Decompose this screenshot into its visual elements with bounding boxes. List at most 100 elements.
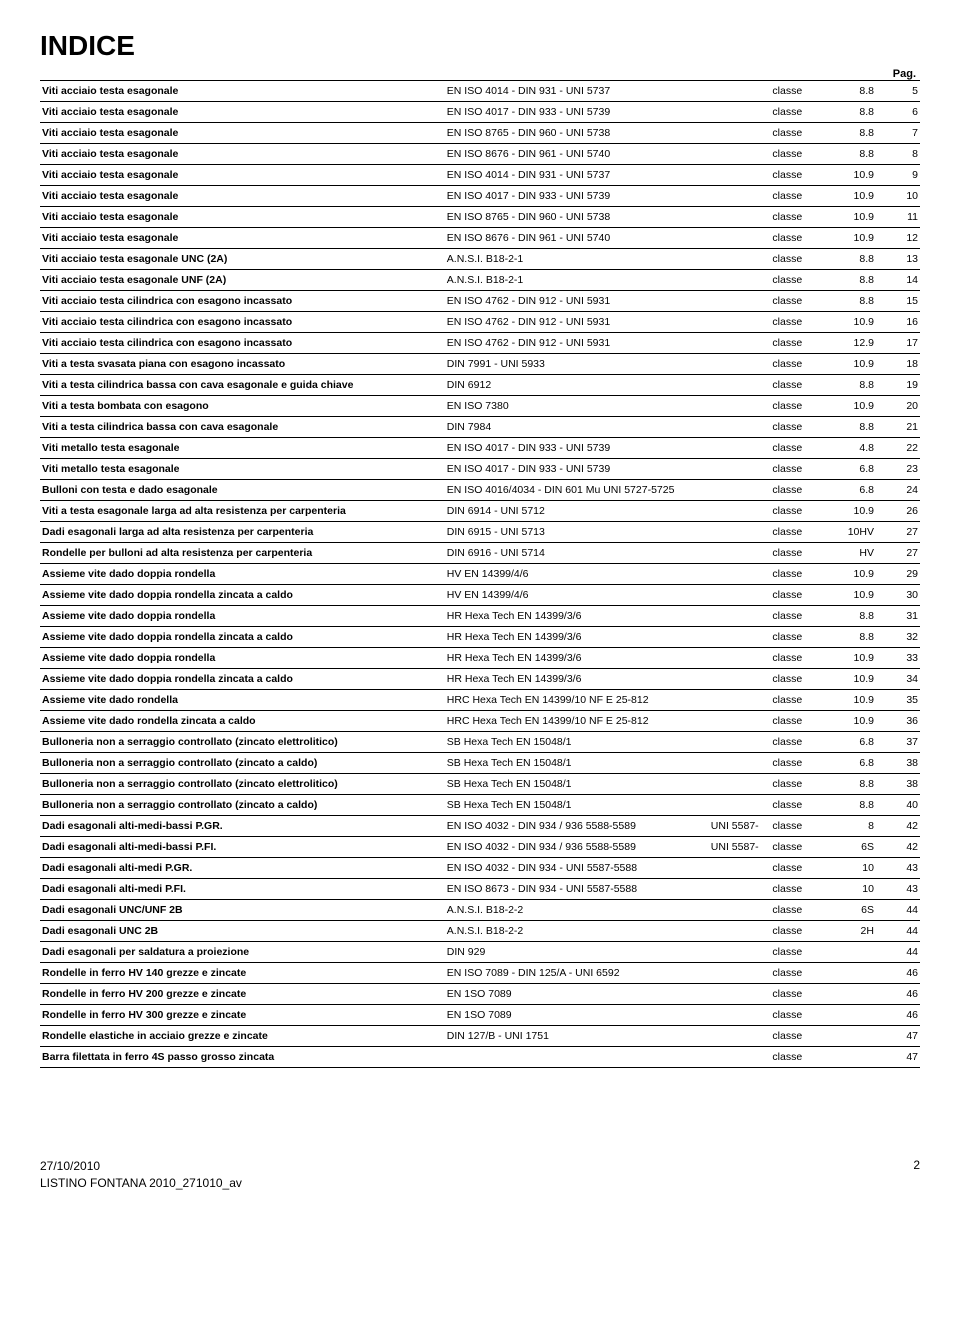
cell-classe-value: 10HV (823, 522, 876, 543)
cell-page: 36 (876, 711, 920, 732)
cell-classe-value: 8.8 (823, 102, 876, 123)
cell-uni (709, 207, 771, 228)
cell-classe-value: 10.9 (823, 669, 876, 690)
cell-uni (709, 522, 771, 543)
cell-classe-label: classe (770, 1047, 823, 1068)
cell-classe-value: 10.9 (823, 711, 876, 732)
cell-classe-label: classe (770, 312, 823, 333)
table-row: Rondelle in ferro HV 200 grezze e zincat… (40, 984, 920, 1005)
table-row: Bulloneria non a serraggio controllato (… (40, 795, 920, 816)
cell-page: 40 (876, 795, 920, 816)
page-column-header: Pag. (40, 68, 920, 81)
cell-standard: HV EN 14399/4/6 (445, 564, 709, 585)
cell-standard: EN ISO 8765 - DIN 960 - UNI 5738 (445, 207, 709, 228)
table-row: Viti acciaio testa esagonaleEN ISO 8676 … (40, 228, 920, 249)
cell-page: 42 (876, 816, 920, 837)
cell-page: 21 (876, 417, 920, 438)
cell-page: 5 (876, 81, 920, 102)
cell-description: Rondelle in ferro HV 140 grezze e zincat… (40, 963, 445, 984)
cell-page: 9 (876, 165, 920, 186)
cell-classe-label: classe (770, 144, 823, 165)
cell-classe-label: classe (770, 123, 823, 144)
table-row: Bulloni con testa e dado esagonaleEN ISO… (40, 480, 920, 501)
cell-uni (709, 438, 771, 459)
table-row: Viti acciaio testa esagonaleEN ISO 4017 … (40, 186, 920, 207)
cell-standard: A.N.S.I. B18-2-1 (445, 249, 709, 270)
cell-page: 26 (876, 501, 920, 522)
cell-description: Viti acciaio testa esagonale UNC (2A) (40, 249, 445, 270)
cell-page: 27 (876, 522, 920, 543)
table-row: Dadi esagonali alti-medi-bassi P.GR.EN I… (40, 816, 920, 837)
cell-uni (709, 291, 771, 312)
table-row: Bulloneria non a serraggio controllato (… (40, 774, 920, 795)
cell-page: 29 (876, 564, 920, 585)
table-row: Viti a testa cilindrica bassa con cava e… (40, 375, 920, 396)
cell-uni (709, 585, 771, 606)
cell-description: Assieme vite dado doppia rondella zincat… (40, 585, 445, 606)
cell-classe-label: classe (770, 711, 823, 732)
cell-description: Viti a testa svasata piana con esagono i… (40, 354, 445, 375)
cell-description: Dadi esagonali per saldatura a proiezion… (40, 942, 445, 963)
cell-classe-value: 10.9 (823, 564, 876, 585)
cell-classe-label: classe (770, 81, 823, 102)
table-row: Viti acciaio testa esagonaleEN ISO 4014 … (40, 81, 920, 102)
cell-uni (709, 102, 771, 123)
cell-classe-value: 6.8 (823, 732, 876, 753)
cell-standard: A.N.S.I. B18-2-2 (445, 900, 709, 921)
table-row: Dadi esagonali alti-medi P.FI.EN ISO 867… (40, 879, 920, 900)
cell-classe-value: 8.8 (823, 627, 876, 648)
cell-standard (445, 1047, 709, 1068)
cell-description: Viti acciaio testa esagonale (40, 81, 445, 102)
cell-uni (709, 81, 771, 102)
cell-description: Viti acciaio testa esagonale (40, 165, 445, 186)
table-row: Viti acciaio testa esagonale UNC (2A)A.N… (40, 249, 920, 270)
cell-classe-value: 6.8 (823, 480, 876, 501)
cell-uni (709, 564, 771, 585)
table-row: Rondelle in ferro HV 300 grezze e zincat… (40, 1005, 920, 1026)
cell-description: Dadi esagonali alti-medi-bassi P.FI. (40, 837, 445, 858)
cell-standard: SB Hexa Tech EN 15048/1 (445, 732, 709, 753)
cell-classe-label: classe (770, 270, 823, 291)
cell-classe-value: 8.8 (823, 144, 876, 165)
cell-classe-value: 10 (823, 879, 876, 900)
cell-standard: DIN 7991 - UNI 5933 (445, 354, 709, 375)
cell-page: 15 (876, 291, 920, 312)
cell-description: Viti acciaio testa cilindrica con esagon… (40, 333, 445, 354)
cell-standard: A.N.S.I. B18-2-2 (445, 921, 709, 942)
cell-standard: DIN 6916 - UNI 5714 (445, 543, 709, 564)
cell-description: Assieme vite dado doppia rondella zincat… (40, 669, 445, 690)
table-row: Assieme vite dado doppia rondella zincat… (40, 669, 920, 690)
table-row: Assieme vite dado doppia rondellaHR Hexa… (40, 606, 920, 627)
cell-classe-value (823, 963, 876, 984)
cell-page: 44 (876, 942, 920, 963)
cell-classe-label: classe (770, 753, 823, 774)
cell-standard: EN ISO 4017 - DIN 933 - UNI 5739 (445, 438, 709, 459)
cell-classe-label: classe (770, 669, 823, 690)
cell-classe-value: 8 (823, 816, 876, 837)
cell-classe-value: 6S (823, 900, 876, 921)
cell-description: Viti metallo testa esagonale (40, 459, 445, 480)
cell-page: 17 (876, 333, 920, 354)
cell-classe-value: 10.9 (823, 396, 876, 417)
cell-page: 31 (876, 606, 920, 627)
table-row: Rondelle in ferro HV 140 grezze e zincat… (40, 963, 920, 984)
cell-description: Viti acciaio testa cilindrica con esagon… (40, 291, 445, 312)
table-row: Viti a testa esagonale larga ad alta res… (40, 501, 920, 522)
cell-page: 38 (876, 753, 920, 774)
table-row: Viti metallo testa esagonaleEN ISO 4017 … (40, 459, 920, 480)
cell-page: 23 (876, 459, 920, 480)
cell-page: 44 (876, 900, 920, 921)
cell-standard: HRC Hexa Tech EN 14399/10 NF E 25-812 (445, 690, 709, 711)
cell-page: 44 (876, 921, 920, 942)
cell-uni (709, 921, 771, 942)
cell-uni (709, 165, 771, 186)
cell-description: Dadi esagonali larga ad alta resistenza … (40, 522, 445, 543)
cell-standard: DIN 6912 (445, 375, 709, 396)
cell-classe-value: 8.8 (823, 81, 876, 102)
cell-description: Viti a testa cilindrica bassa con cava e… (40, 375, 445, 396)
cell-description: Dadi esagonali alti-medi-bassi P.GR. (40, 816, 445, 837)
cell-classe-value: 8.8 (823, 795, 876, 816)
cell-page: 13 (876, 249, 920, 270)
cell-description: Bulloneria non a serraggio controllato (… (40, 732, 445, 753)
cell-page: 46 (876, 984, 920, 1005)
